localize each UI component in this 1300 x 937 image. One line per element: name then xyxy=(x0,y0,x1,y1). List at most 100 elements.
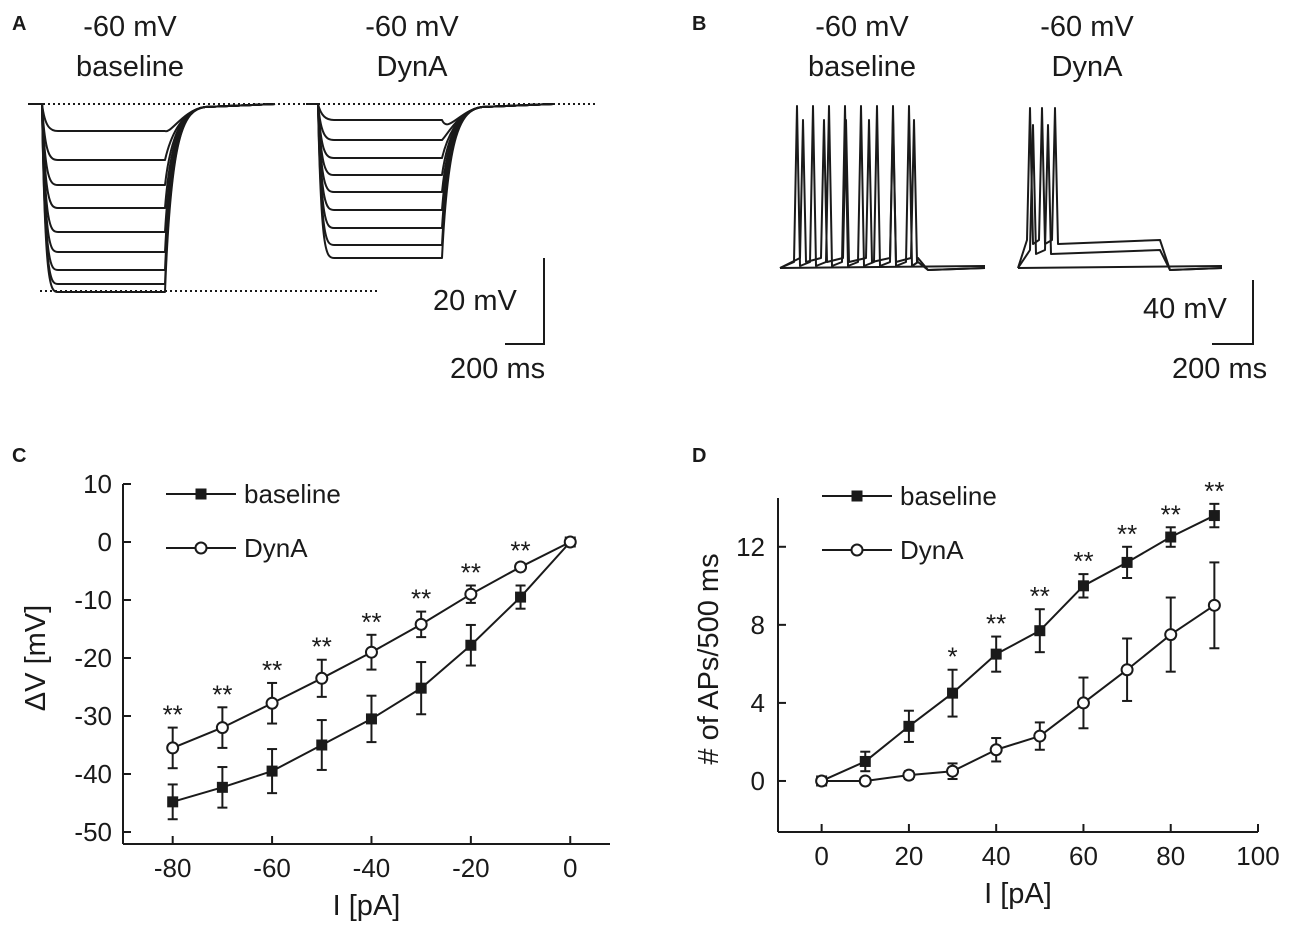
panel-c-baseline-point xyxy=(216,781,228,793)
panel-c-y-axis-title: ΔV [mV] xyxy=(20,605,52,711)
panel-a-baseline-traces xyxy=(30,103,276,293)
panel-d-baseline-point xyxy=(1034,625,1046,637)
panel-b-dyna-traces xyxy=(1017,107,1223,271)
panel-a-dyna-label-line1: -60 mV xyxy=(365,11,459,43)
panel-c-dyna-point xyxy=(414,617,428,631)
panel-c-x-tick-label: -60 xyxy=(253,853,291,883)
panel-a-dyna-sweep-1 xyxy=(306,103,554,126)
panel-c-significance-label: ** xyxy=(312,632,332,662)
panel-d-significance-label: ** xyxy=(1073,546,1093,576)
panel-d-significance-label: ** xyxy=(1030,581,1050,611)
panel-d-y-tick-label: 4 xyxy=(751,688,765,718)
panel-c-legend-dyna-marker xyxy=(194,541,208,555)
panel-c-x-axis-title: I [pA] xyxy=(333,890,401,922)
panel-c-baseline-point xyxy=(316,739,328,751)
panel-a-baseline-label-line1: -60 mV xyxy=(83,11,177,43)
panel-a-dyna-sweep-5 xyxy=(306,103,554,193)
panel-c-y-tick-label: -20 xyxy=(74,643,112,673)
panel-a-baseline-sweep-5 xyxy=(30,103,276,233)
panel-b-baseline-label-line2: baseline xyxy=(808,51,916,83)
panel-a-dyna-sweep-9 xyxy=(306,103,554,259)
panel-b-dyna-label-line1: -60 mV xyxy=(1040,11,1134,43)
panel-c-dyna-point xyxy=(563,535,577,549)
panel-d-letter: D xyxy=(692,445,706,467)
panel-d-dyna-point xyxy=(989,743,1003,757)
panel-d-x-tick-label: 40 xyxy=(982,841,1011,871)
panel-b-letter: B xyxy=(692,13,706,35)
panel-c-dyna-point xyxy=(166,741,180,755)
panel-c-significance-label: ** xyxy=(361,607,381,637)
panel-a-baseline-sweep-1 xyxy=(30,103,276,133)
panel-a-dyna-traces xyxy=(306,103,554,259)
panel-c-chart: C 10 0 -10 -20 -30 -40 -50 -80 -60 -40 -20 0 I [pA] Δ… xyxy=(12,445,610,922)
panel-d-baseline-point xyxy=(947,687,959,699)
panel-c-x-tick-label: -20 xyxy=(452,853,490,883)
panel-d-baseline-point xyxy=(1165,531,1177,543)
panel-c-significance-label: ** xyxy=(411,584,431,614)
panel-d-significance-label: ** xyxy=(1117,519,1137,549)
panel-c-baseline-point xyxy=(266,765,278,777)
panel-b-baseline-subthreshold-sweep xyxy=(779,265,986,269)
panel-d-significance-label: * xyxy=(947,642,957,672)
panel-b-dyna-label-line2: DynA xyxy=(1052,51,1124,83)
panel-c-significance-label: ** xyxy=(163,700,183,730)
panel-d-baseline-point xyxy=(1077,580,1089,592)
panel-d-baseline-point xyxy=(859,755,871,767)
panel-c-baseline-point xyxy=(465,639,477,651)
panel-b-baseline-traces xyxy=(779,105,986,271)
panel-c-baseline-point xyxy=(415,682,427,694)
panel-d-baseline-point xyxy=(1121,556,1133,568)
panel-a-baseline-sweep-3 xyxy=(30,103,276,186)
panel-d-x-axis-title: I [pA] xyxy=(984,878,1052,910)
panel-a-baseline-sweep-4 xyxy=(30,103,276,209)
panel-d-x-tick-label: 0 xyxy=(814,841,828,871)
panel-c-dyna-point xyxy=(464,587,478,601)
panel-d-dyna-point xyxy=(1120,663,1134,677)
panel-d-dyna-point xyxy=(815,774,829,788)
panel-d-significance-label: ** xyxy=(1204,476,1224,506)
panel-c-legend-dyna-label: DynA xyxy=(244,533,308,563)
panel-a-dyna-label-line2: DynA xyxy=(377,51,449,83)
panel-c-baseline-point xyxy=(515,591,527,603)
panel-d-baseline-point xyxy=(1208,510,1220,522)
panel-c-y-tick-label: 0 xyxy=(98,527,112,557)
panel-d-y-tick-label: 12 xyxy=(736,532,765,562)
panel-b-baseline-label-line1: -60 mV xyxy=(815,11,909,43)
panel-c-y-tick-label: -50 xyxy=(74,817,112,847)
panel-a-baseline-label-line2: baseline xyxy=(76,51,184,83)
panel-c-legend-baseline-label: baseline xyxy=(244,479,341,509)
panel-c-significance-label: ** xyxy=(212,679,232,709)
panel-c-significance-label: ** xyxy=(510,535,530,565)
panel-a-baseline-sweep-6 xyxy=(30,103,276,253)
panel-c-y-tick-label: -30 xyxy=(74,701,112,731)
panel-a: A -60 mV baseline -60 mV DynA 20 mV 200 … xyxy=(12,11,595,385)
panel-d-legend-dyna-label: DynA xyxy=(900,535,964,565)
panel-c-baseline-line xyxy=(172,541,571,803)
panel-d-dyna-point xyxy=(858,774,872,788)
panel-d-x-tick-label: 80 xyxy=(1156,841,1185,871)
panel-b-baseline-spike-train-1 xyxy=(779,105,986,271)
panel-c-baseline-point xyxy=(167,796,179,808)
panel-b: B -60 mV baseline -60 mV DynA 40 mV 200 … xyxy=(692,11,1267,385)
panel-c-y-tick-label: 10 xyxy=(83,469,112,499)
panel-b-dyna-subthreshold-sweep xyxy=(1017,265,1223,269)
panel-d-dyna-point xyxy=(946,764,960,778)
panel-d-dyna-point xyxy=(1076,696,1090,710)
panel-d-baseline-point xyxy=(903,720,915,732)
panel-a-scale-time: 200 ms xyxy=(450,353,545,385)
panel-c-x-tick-label: 0 xyxy=(563,853,577,883)
panel-d-significance-label: ** xyxy=(1161,499,1181,529)
panel-d-baseline-line xyxy=(821,514,1215,782)
panel-b-scale-voltage: 40 mV xyxy=(1143,293,1227,325)
panel-a-baseline-sweep-7 xyxy=(30,103,276,271)
panel-a-dyna-sweep-3 xyxy=(306,103,554,159)
panel-a-scale-bar xyxy=(505,258,545,345)
panel-d-significance-label: ** xyxy=(986,609,1006,639)
panel-d-dyna-point xyxy=(1164,628,1178,642)
panel-d-legend-dyna-marker xyxy=(850,543,864,557)
panel-a-scale-voltage: 20 mV xyxy=(433,285,517,317)
panel-d-baseline-point xyxy=(990,648,1002,660)
panel-d-legend-baseline-marker xyxy=(851,490,863,502)
panel-b-baseline-spike-train-2 xyxy=(779,119,986,271)
